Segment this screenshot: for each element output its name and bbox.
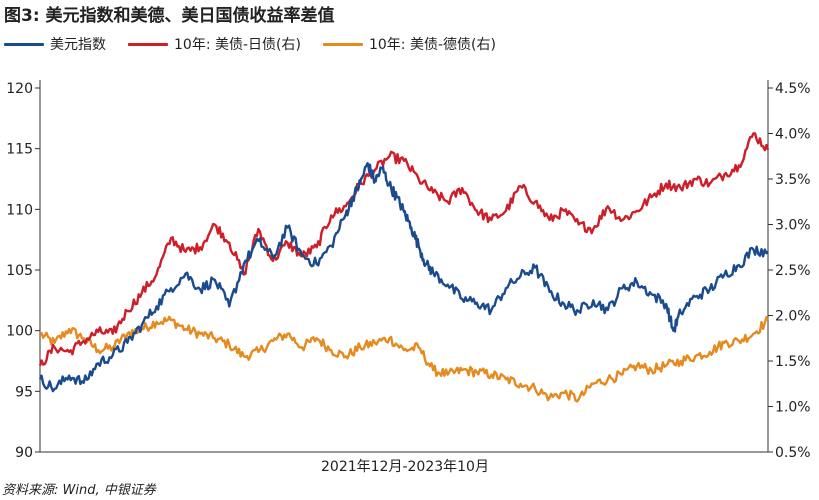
series-line-us-jp-spread bbox=[38, 132, 770, 366]
left-tick-label: 105 bbox=[6, 263, 33, 279]
left-tick-label: 100 bbox=[6, 324, 33, 340]
right-tick-label: 3.0% bbox=[775, 218, 811, 234]
right-tick-label: 0.5% bbox=[775, 445, 811, 461]
left-tick-label: 110 bbox=[6, 202, 33, 218]
series-line-us-de-spread bbox=[39, 315, 770, 403]
chart-axes: 90 95 100 105 110 115 120 0.5% 1.0% 1.5% 2.0% 2.5% 3… bbox=[6, 80, 811, 461]
chart-series bbox=[38, 132, 770, 403]
left-tick-label: 95 bbox=[15, 384, 33, 400]
right-tick-label: 3.5% bbox=[775, 172, 811, 188]
right-tick-label: 1.5% bbox=[775, 354, 811, 370]
legend-swatch-us-jp-spread bbox=[128, 42, 168, 46]
right-tick-label: 4.5% bbox=[775, 81, 811, 97]
legend-item-us-de-spread: 10年: 美债-德债(右) bbox=[322, 34, 496, 54]
legend-item-usd-index: 美元指数 bbox=[4, 34, 106, 54]
legend: 美元指数 10年: 美债-日债(右) 10年: 美债-德债(右) bbox=[4, 34, 518, 54]
right-tick-label: 2.0% bbox=[775, 309, 811, 325]
left-tick-label: 120 bbox=[6, 81, 33, 97]
legend-label-us-de-spread: 10年: 美债-德债(右) bbox=[368, 37, 496, 53]
right-tick-label: 4.0% bbox=[775, 127, 811, 143]
series-line-usd-index bbox=[38, 162, 769, 393]
legend-label-usd-index: 美元指数 bbox=[50, 37, 106, 53]
legend-item-us-jp-spread: 10年: 美债-日债(右) bbox=[128, 34, 301, 54]
legend-swatch-usd-index bbox=[4, 42, 44, 46]
chart-title: 图3: 美元指数和美德、美日国债收益率差值 bbox=[4, 6, 335, 26]
source-note: 资料来源: Wind, 中银证券 bbox=[2, 483, 156, 498]
left-tick-label: 90 bbox=[15, 445, 33, 461]
left-tick-label: 115 bbox=[6, 142, 33, 158]
right-tick-label: 2.5% bbox=[775, 263, 811, 279]
right-tick-label: 1.0% bbox=[775, 400, 811, 416]
legend-swatch-us-de-spread bbox=[322, 42, 363, 46]
legend-label-us-jp-spread: 10年: 美债-日债(右) bbox=[174, 37, 301, 53]
x-axis-label: 2021年12月-2023年10月 bbox=[321, 459, 489, 475]
